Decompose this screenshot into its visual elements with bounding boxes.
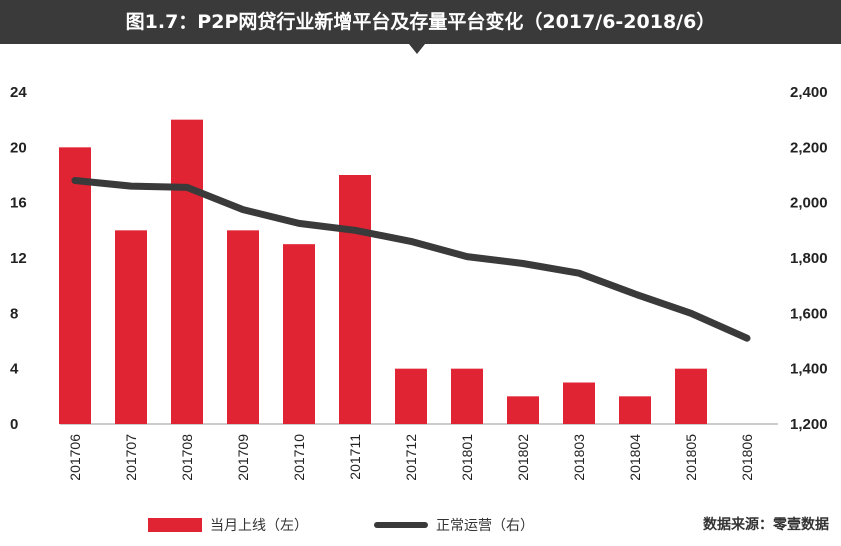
bar-201710 (283, 244, 315, 424)
line-series (71, 177, 751, 342)
bar-201711 (339, 175, 371, 424)
x-tick-label: 201806 (739, 434, 755, 481)
bar-201707 (115, 230, 147, 424)
y-left-tick-label: 16 (10, 195, 27, 212)
y-left-tick-label: 24 (10, 84, 27, 101)
bar-201709 (227, 230, 259, 424)
legend-item-line: 正常运营（右） (374, 515, 534, 535)
y-right-tick-label: 1,400 (790, 361, 828, 378)
legend-label-line: 正常运营（右） (436, 518, 534, 534)
y-left-tick-label: 20 (10, 139, 27, 156)
y-left-tick-label: 8 (10, 305, 18, 322)
x-tick-label: 201712 (403, 434, 419, 481)
legend: 当月上线（左） 正常运营（右） (148, 514, 600, 536)
y-left-tick-label: 0 (10, 416, 18, 433)
bar-201706 (59, 147, 91, 425)
y-axis-left: 0 4 8 12 16 20 24 (10, 84, 27, 433)
y-left-tick-label: 12 (10, 250, 27, 267)
legend-swatch-line (374, 522, 428, 528)
y-right-tick-label: 2,400 (790, 84, 828, 101)
legend-swatch-bar (148, 518, 202, 532)
x-tick-label: 201710 (291, 434, 307, 481)
bar-201802 (507, 396, 539, 424)
x-tick-label: 201711 (347, 434, 363, 480)
y-left-tick-label: 4 (10, 361, 19, 378)
bar-201708 (171, 119, 203, 425)
title-banner-notch (409, 44, 425, 54)
x-tick-label: 201803 (571, 434, 587, 481)
x-tick-label: 201801 (459, 434, 475, 481)
y-right-tick-label: 1,800 (790, 250, 828, 267)
y-right-tick-label: 2,200 (790, 139, 828, 156)
y-right-tick-label: 1,200 (790, 416, 828, 433)
x-tick-label: 201709 (235, 434, 251, 481)
bar-201712 (395, 368, 427, 424)
bar-201804 (619, 396, 651, 424)
x-tick-label: 201708 (179, 434, 195, 481)
y-right-tick-label: 2,000 (790, 195, 828, 212)
x-tick-label: 201706 (67, 434, 83, 481)
x-tick-label: 201802 (515, 434, 531, 481)
chart-title: 图1.7：P2P网贷行业新增平台及存量平台变化（2017/6-2018/6） (125, 11, 716, 33)
bar-series (59, 119, 707, 425)
legend-item-bar: 当月上线（左） (148, 515, 308, 535)
bar-201805 (675, 368, 707, 424)
source-note: 数据来源：零壹数据 (703, 517, 829, 533)
y-axis-right: 1,200 1,400 1,600 1,800 2,000 2,200 2,400 (790, 84, 828, 433)
x-axis: 201706 201707 201708 201709 201710 201711 2017… (67, 434, 755, 481)
x-tick-label: 201707 (123, 434, 139, 481)
title-banner (0, 0, 841, 44)
y-right-tick-label: 1,600 (790, 305, 828, 322)
x-tick-label: 201804 (627, 434, 643, 481)
x-tick-label: 201805 (683, 434, 699, 481)
bar-201803 (563, 382, 595, 424)
bar-201801 (451, 368, 483, 424)
legend-label-bar: 当月上线（左） (210, 518, 308, 534)
